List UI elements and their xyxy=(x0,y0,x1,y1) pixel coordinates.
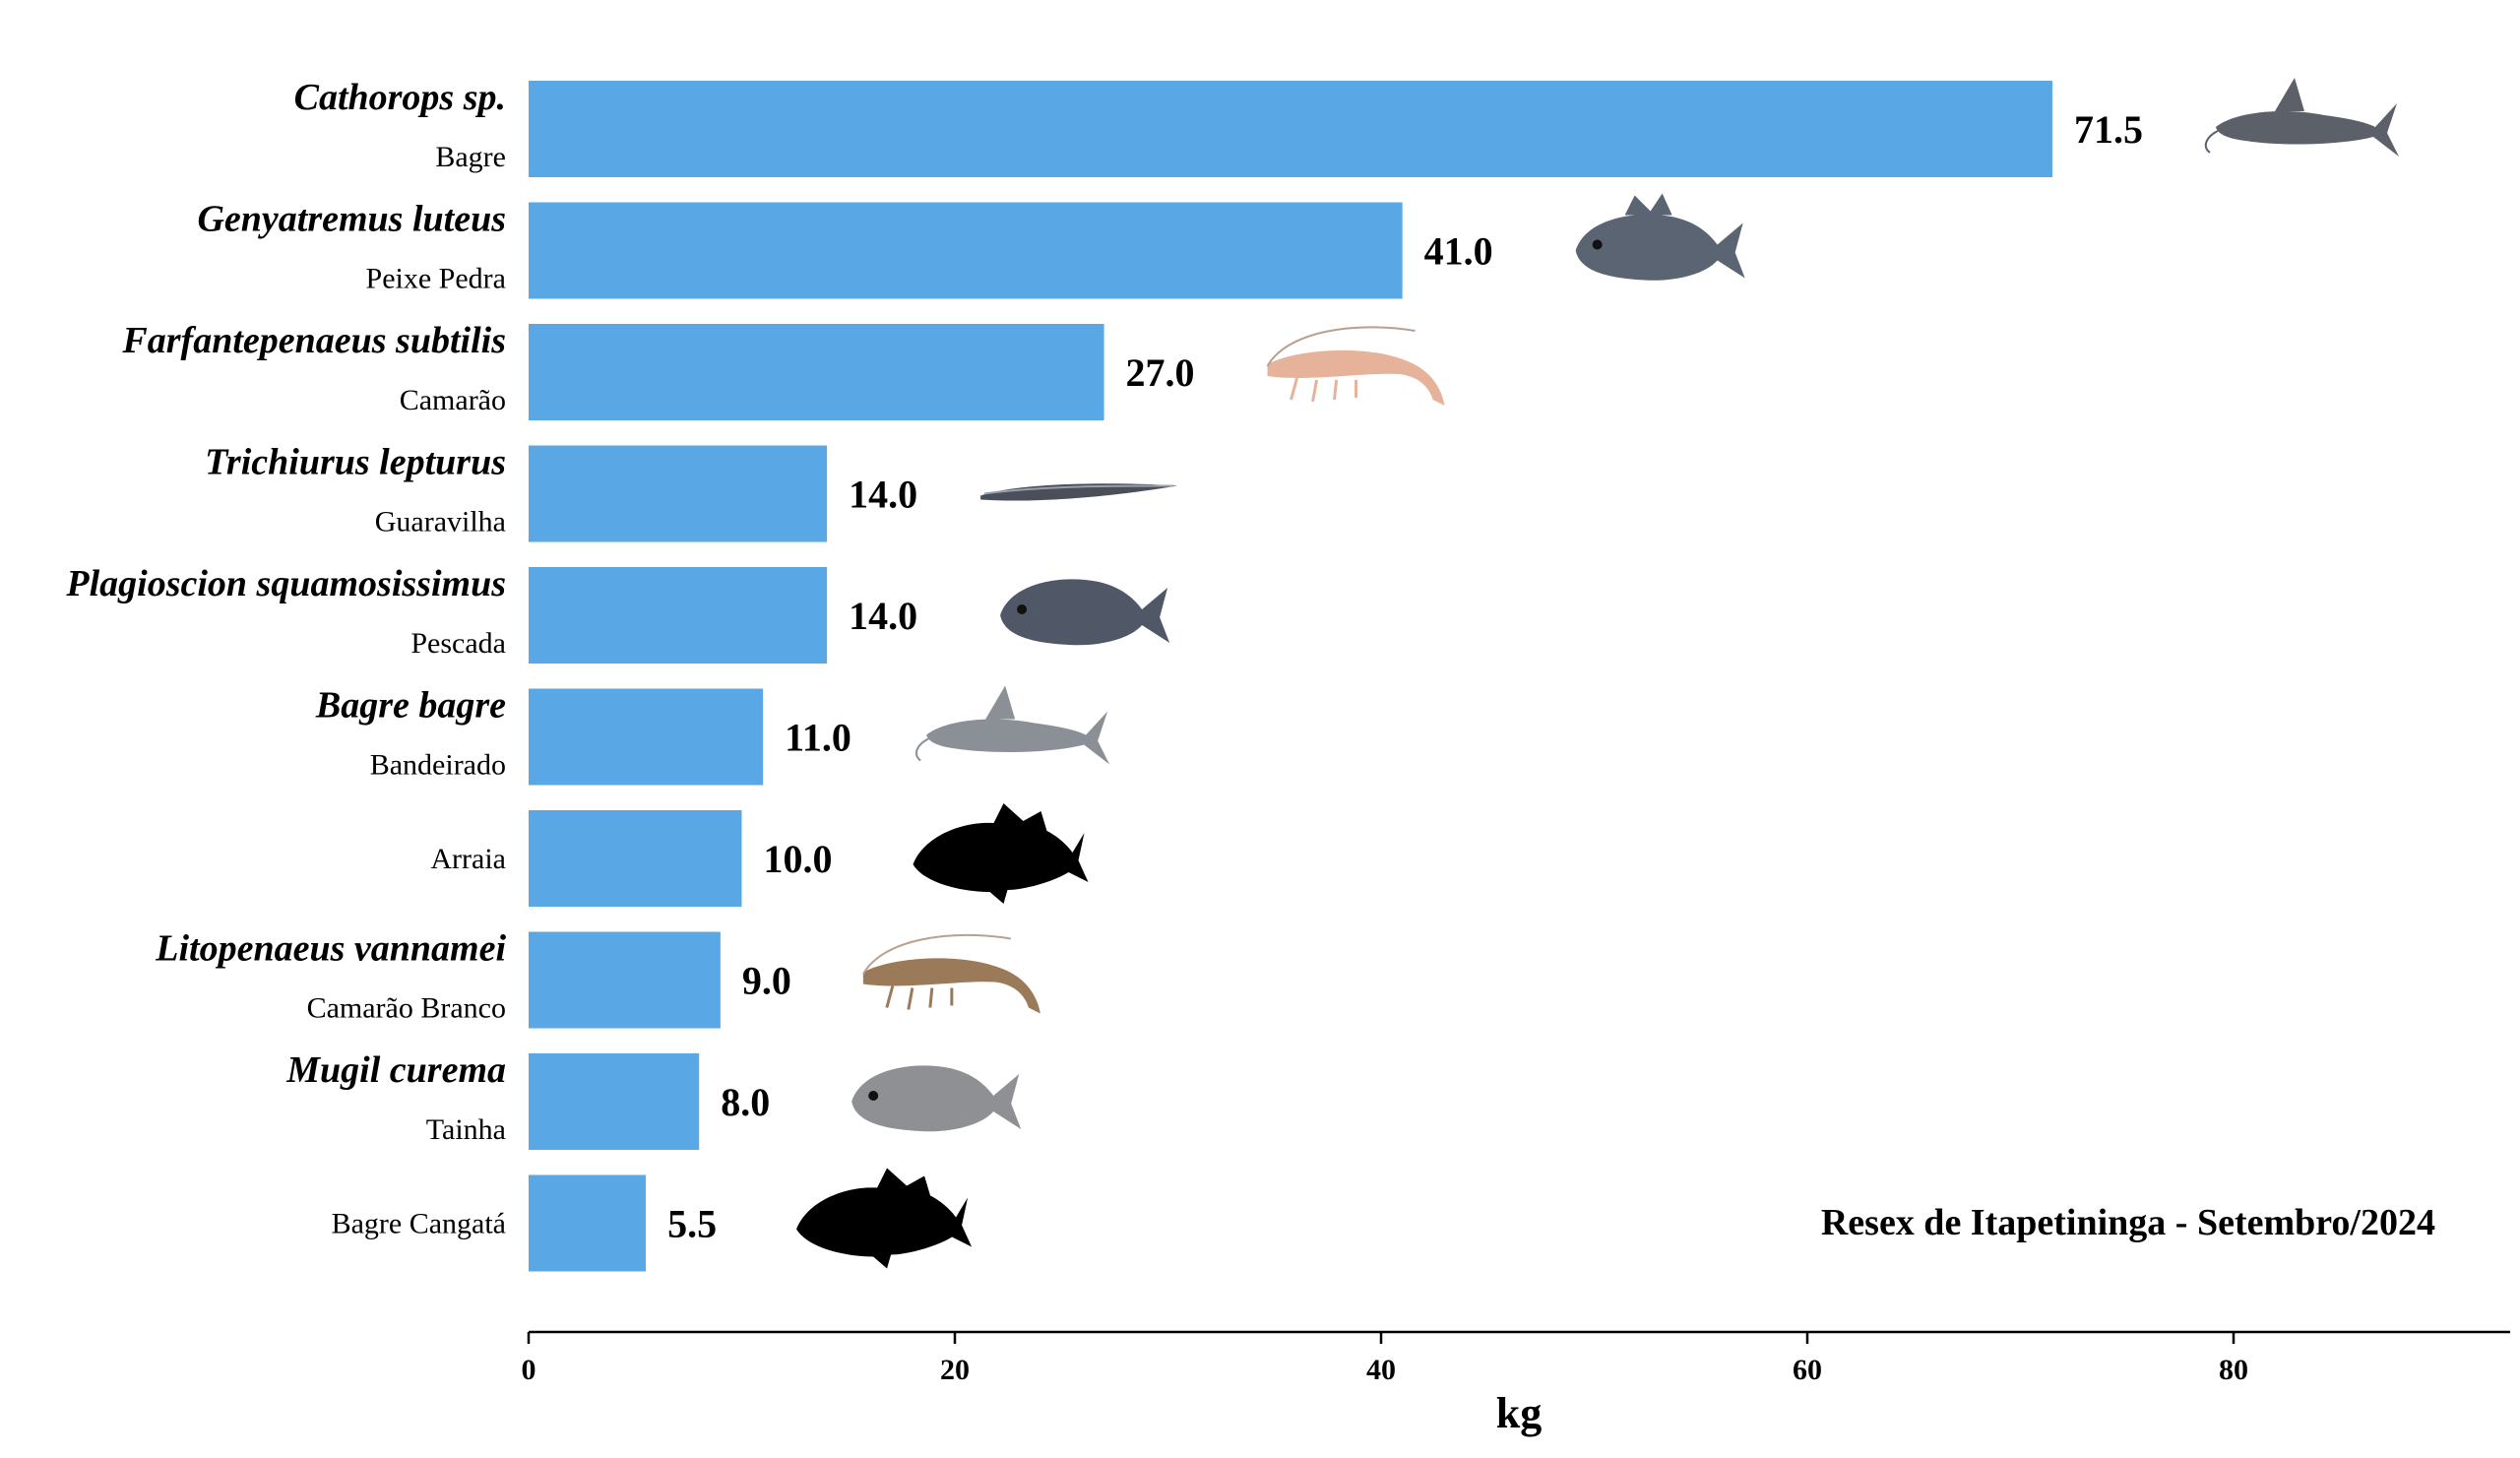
common-name-label: Peixe Pedra xyxy=(366,263,506,295)
bar-value-label: 41.0 xyxy=(1424,229,1493,274)
bar-7 xyxy=(529,810,742,907)
gafftopsail-catfish-photo-icon xyxy=(915,685,1110,765)
x-tick-label: 20 xyxy=(940,1354,970,1386)
x-axis-title: kg xyxy=(1496,1389,1542,1437)
bar-value-label: 14.0 xyxy=(849,473,917,517)
x-axis: 0 20 40 60 80 xyxy=(522,1330,2510,1386)
x-tick-label: 60 xyxy=(1793,1354,1822,1386)
white-shrimp-photo-icon xyxy=(861,933,1040,1014)
bar-value-label: 11.0 xyxy=(785,716,851,760)
bar-1 xyxy=(529,81,2052,177)
bar-9 xyxy=(529,1053,700,1150)
bar-value-label: 9.0 xyxy=(742,959,791,1003)
scientific-name-label: Litopenaeus vannamei xyxy=(155,928,506,970)
catfish-photo-icon xyxy=(2204,78,2399,157)
scientific-name-label: Plagioscion squamosissimus xyxy=(65,563,506,604)
bars-layer xyxy=(529,81,2052,1272)
scientific-name-label: Bagre bagre xyxy=(315,685,506,727)
bar-3 xyxy=(529,324,1104,420)
labels-layer: 71.5 Cathorops sp. Bagre 41.0 Genyatremus lu… xyxy=(65,77,2143,1246)
x-tick-label: 80 xyxy=(2219,1354,2248,1386)
mullet-photo-icon xyxy=(851,1065,1022,1132)
scientific-name-label: Mugil curema xyxy=(285,1049,506,1091)
fish-silhouette-icon xyxy=(913,803,1089,904)
common-name-label: Tainha xyxy=(426,1113,506,1146)
bar-value-label: 14.0 xyxy=(849,594,917,638)
bar-value-label: 10.0 xyxy=(764,837,833,881)
bar-5 xyxy=(529,567,828,664)
bar-value-label: 71.5 xyxy=(2074,107,2143,152)
bar-2 xyxy=(529,202,1403,299)
common-name-label: Camarão Branco xyxy=(307,992,506,1025)
cutlassfish-photo-icon xyxy=(980,483,1178,501)
scientific-name-label: Farfantepenaeus subtilis xyxy=(121,320,506,361)
scientific-name-label: Trichiurus lepturus xyxy=(205,442,506,483)
bar-8 xyxy=(529,931,721,1029)
bar-value-label: 8.0 xyxy=(721,1080,770,1124)
common-name-label: Camarão xyxy=(400,384,506,416)
scientific-name-label: Genyatremus luteus xyxy=(197,199,506,240)
chart-annotation: Resex de Itapetininga - Setembro/2024 xyxy=(1821,1202,2435,1243)
x-tick-label: 0 xyxy=(522,1354,536,1386)
bar-value-label: 5.5 xyxy=(667,1202,717,1246)
common-name-label: Bandeirado xyxy=(370,749,506,782)
pink-shrimp-photo-icon xyxy=(1266,326,1445,406)
scientific-name-label: Cathorops sp. xyxy=(294,77,506,118)
bar-10 xyxy=(529,1174,647,1272)
fish-silhouette-icon xyxy=(796,1168,973,1269)
bar-value-label: 27.0 xyxy=(1126,350,1195,395)
common-name-label: Bagre Cangatá xyxy=(332,1208,506,1240)
x-tick-label: 40 xyxy=(1366,1354,1396,1386)
icons-layer xyxy=(796,78,2399,1269)
grunt-fish-photo-icon xyxy=(1575,193,1745,281)
bar-6 xyxy=(529,688,764,786)
croaker-fish-photo-icon xyxy=(1000,579,1170,646)
common-name-label: Pescada xyxy=(410,627,506,660)
common-name-label: Guaravilha xyxy=(375,506,506,539)
common-name-label: Arraia xyxy=(430,843,506,875)
common-name-label: Bagre xyxy=(435,141,506,173)
bar-4 xyxy=(529,445,828,542)
